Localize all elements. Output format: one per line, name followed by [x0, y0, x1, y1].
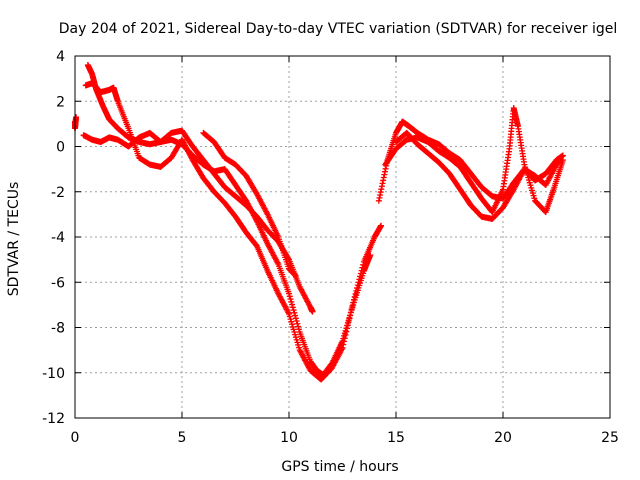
data-point: [344, 322, 351, 329]
y-tick-label: -2: [51, 185, 65, 201]
y-tick-label: -8: [51, 321, 65, 337]
series-track-e: [375, 118, 566, 204]
chart-title: Day 204 of 2021, Sidereal Day-to-day VTE…: [59, 21, 618, 37]
y-axis-label: SDTVAR / TECUs: [6, 182, 22, 297]
data-point: [348, 306, 355, 313]
grid-lines: [75, 56, 610, 418]
data-point: [293, 318, 300, 325]
data-point: [343, 328, 350, 335]
series-track-a: [84, 62, 374, 379]
data-point: [355, 279, 362, 286]
series-track-f: [382, 105, 566, 216]
data-point: [352, 290, 359, 297]
data-point: [357, 273, 364, 280]
series-track-c: [80, 127, 316, 315]
series-track-b: [82, 80, 385, 383]
y-tick-label: -10: [42, 366, 65, 382]
x-axis-label: GPS time / hours: [281, 459, 398, 475]
data-point: [341, 338, 348, 345]
data-point: [557, 154, 564, 161]
data-point: [339, 344, 346, 351]
y-tick-labels: -12 -10 -8 -6 -4 -2 0 2 4: [42, 49, 65, 427]
data-point: [290, 307, 297, 314]
data-point: [346, 315, 353, 322]
data-point: [360, 261, 367, 268]
data-point: [73, 114, 80, 121]
y-tick-label: 0: [56, 140, 65, 156]
data-point: [289, 304, 296, 311]
data-point: [356, 276, 363, 283]
x-tick-label: 0: [71, 430, 80, 446]
data-point: [354, 285, 361, 292]
x-tick-label: 25: [601, 430, 619, 446]
data-point: [294, 320, 301, 327]
axis-ticks: [74, 55, 611, 419]
y-tick-label: -4: [51, 230, 65, 246]
data-point: [354, 282, 361, 289]
data-point: [342, 331, 349, 338]
data-point: [286, 293, 293, 300]
data-point: [358, 267, 365, 274]
y-tick-label: -6: [51, 275, 65, 291]
x-tick-label: 20: [494, 430, 512, 446]
series-track-g: [393, 129, 564, 222]
data-point: [292, 272, 299, 279]
x-tick-label: 15: [387, 430, 405, 446]
data-point: [295, 323, 302, 330]
data-point: [349, 302, 356, 309]
data-point: [341, 335, 348, 342]
data-point: [350, 299, 357, 306]
x-tick-label: 10: [280, 430, 298, 446]
data-point: [340, 341, 347, 348]
data-point: [292, 312, 299, 319]
data-point: [350, 296, 357, 303]
data-point: [359, 264, 366, 271]
data-point: [344, 325, 351, 332]
x-tick-labels: 0 5 10 15 20 25: [71, 430, 619, 446]
data-point: [378, 222, 385, 229]
data-point: [351, 293, 358, 300]
data-point: [292, 315, 299, 322]
y-tick-label: 2: [56, 94, 65, 110]
data-point: [291, 309, 298, 316]
series-track-h: [72, 114, 80, 132]
data-point: [347, 312, 354, 319]
data-point: [288, 298, 295, 305]
data-point: [353, 287, 360, 294]
y-tick-label: -12: [42, 411, 65, 427]
data-point: [345, 319, 352, 326]
data-point: [309, 308, 316, 315]
data-point: [287, 296, 294, 303]
data-point: [295, 326, 302, 333]
y-tick-label: 4: [56, 49, 65, 65]
x-tick-label: 5: [178, 430, 187, 446]
data-points: [72, 62, 566, 383]
data-point: [289, 301, 296, 308]
data-point: [286, 290, 292, 297]
data-point: [357, 270, 364, 277]
series-track-d: [200, 129, 299, 279]
data-point: [347, 309, 354, 316]
